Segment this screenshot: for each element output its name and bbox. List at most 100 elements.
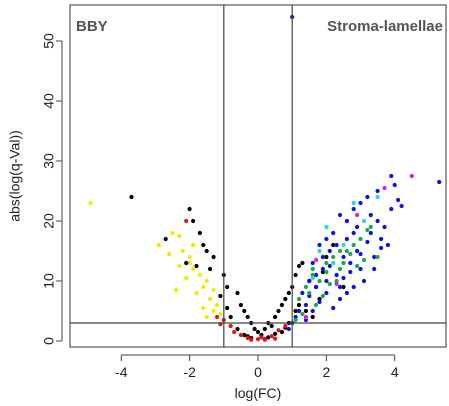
point-blue-25 [320, 266, 325, 272]
point-black-37 [303, 308, 308, 314]
point-blue-43 [344, 236, 349, 242]
point-black-13 [238, 302, 243, 308]
point-black-51 [341, 284, 346, 290]
point-blue-18 [327, 248, 332, 254]
point-cyan-3 [317, 248, 322, 254]
y-tick-label: 40 [41, 93, 57, 109]
point-blue-35 [310, 308, 315, 314]
point-yellow-17 [211, 308, 216, 314]
y-axis-title: abs(log(q-Val)) [7, 130, 23, 222]
point-black-45 [273, 331, 278, 336]
point-green-24 [368, 224, 373, 230]
point-blue-54 [358, 251, 363, 257]
point-blue-10 [337, 212, 343, 218]
point-black-55 [279, 329, 284, 335]
point-yellow-19 [204, 314, 209, 320]
point-black-25 [279, 302, 284, 308]
point-yellow-11 [201, 284, 206, 290]
point-black-3 [197, 230, 202, 236]
point-green-0 [296, 296, 302, 302]
point-green-13 [320, 293, 325, 299]
point-green-19 [361, 257, 367, 263]
point-green-6 [337, 266, 343, 272]
point-blue-31 [351, 284, 356, 290]
point-yellow-20 [187, 260, 192, 266]
y-tick-label: 30 [41, 153, 57, 169]
point-blue-3 [392, 182, 397, 188]
point-blue-57 [337, 284, 343, 290]
point-green-10 [365, 227, 370, 233]
x-tick-label: 2 [322, 364, 330, 380]
point-blue-51 [389, 206, 394, 212]
point-blue-29 [324, 290, 329, 296]
point-black-4 [163, 236, 168, 242]
point-yellow-2 [177, 233, 182, 239]
point-yellow-5 [167, 251, 172, 257]
point-blue-48 [307, 293, 312, 299]
point-black-38 [310, 314, 315, 320]
point-green-20 [300, 311, 305, 317]
x-tick-label: 0 [254, 364, 262, 380]
point-blue-28 [314, 284, 319, 290]
point-black-42 [242, 332, 247, 338]
point-black-34 [331, 242, 336, 248]
point-yellow-16 [201, 305, 206, 311]
point-blue-59 [344, 290, 349, 296]
point-yellow-3 [156, 242, 161, 248]
x-tick-label: -2 [183, 364, 196, 380]
point-black-12 [235, 290, 240, 296]
point-blue-7 [351, 206, 356, 212]
point-black-11 [225, 284, 230, 290]
point-black-22 [269, 323, 274, 329]
point-black-52 [320, 269, 325, 275]
point-magenta-1 [382, 185, 387, 191]
point-blue-24 [310, 260, 315, 266]
point-blue-2 [389, 173, 394, 179]
point-green-22 [324, 269, 329, 275]
point-cyan-5 [361, 218, 367, 224]
reference-lines [70, 5, 446, 347]
point-blue-36 [317, 299, 322, 305]
point-red-11 [283, 323, 288, 329]
plot-frame [69, 4, 447, 348]
point-blue-50 [368, 212, 373, 218]
point-red-6 [245, 335, 250, 341]
point-blue-53 [348, 269, 353, 275]
point-black-6 [204, 248, 209, 254]
point-yellow-0 [88, 200, 93, 206]
point-blue-17 [317, 242, 322, 248]
point-blue-19 [341, 254, 346, 260]
point-blue-1 [437, 179, 442, 185]
point-blue-27 [307, 278, 312, 284]
point-black-36 [296, 302, 302, 308]
point-black-18 [255, 329, 261, 335]
point-yellow-10 [204, 278, 209, 284]
point-yellow-1 [170, 230, 175, 236]
region-label-stroma: Stroma-lamellae [327, 18, 443, 35]
point-yellow-12 [173, 287, 179, 293]
point-blue-38 [341, 275, 346, 281]
point-blue-47 [293, 314, 298, 320]
point-black-15 [245, 314, 250, 320]
point-black-31 [300, 260, 305, 266]
point-blue-60 [303, 317, 308, 323]
point-black-26 [283, 296, 288, 302]
data-points [88, 14, 442, 342]
point-blue-33 [300, 290, 305, 296]
point-blue-23 [379, 245, 384, 251]
point-cyan-6 [310, 275, 315, 281]
point-blue-41 [375, 218, 380, 224]
point-red-9 [269, 334, 274, 339]
point-black-46 [225, 305, 230, 311]
point-blue-40 [365, 239, 370, 245]
point-blue-37 [331, 305, 336, 311]
point-red-10 [276, 328, 281, 333]
point-green-16 [341, 260, 346, 266]
point-yellow-22 [177, 263, 182, 269]
point-green-18 [355, 263, 360, 269]
point-blue-6 [365, 194, 370, 200]
point-blue-42 [382, 224, 387, 230]
point-black-23 [273, 314, 278, 320]
x-axis-title: log(FC) [235, 385, 282, 401]
